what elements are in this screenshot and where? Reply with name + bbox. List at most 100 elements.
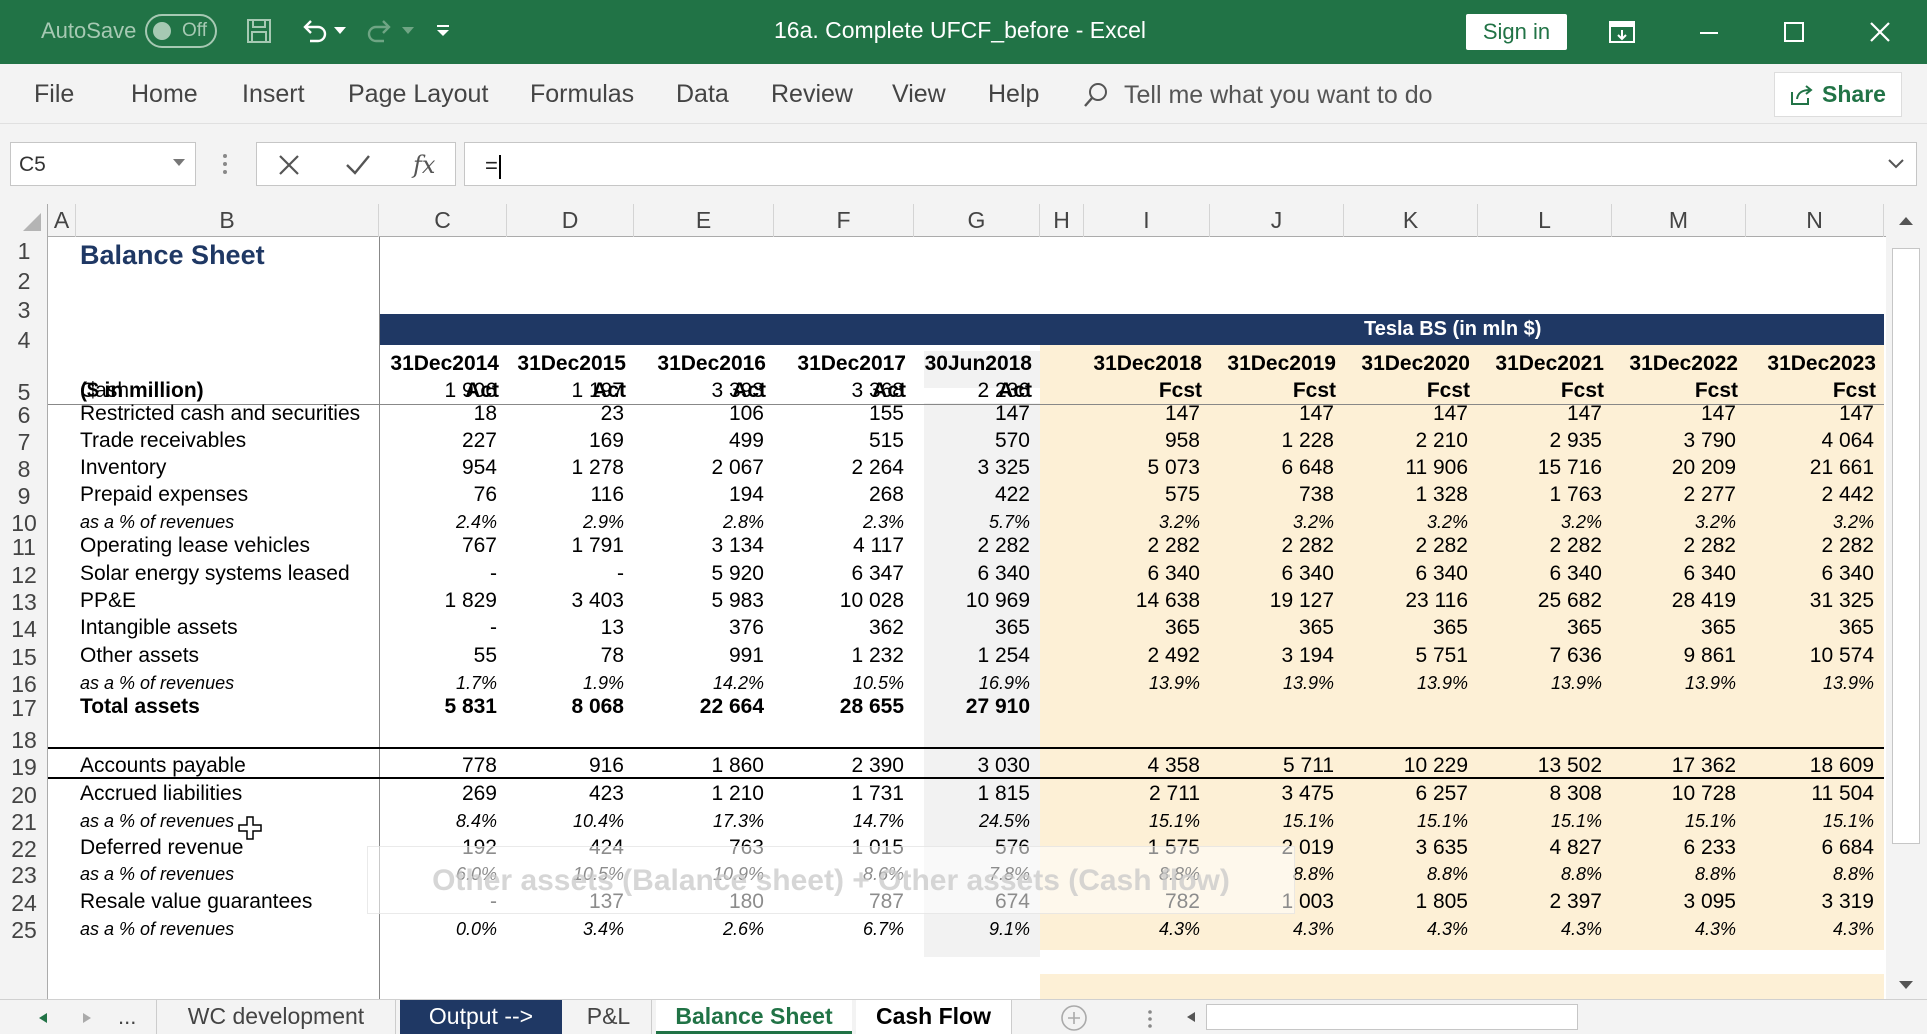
row-label[interactable]: as a % of revenues bbox=[80, 673, 235, 693]
maximize-icon[interactable] bbox=[1774, 13, 1814, 51]
date-header[interactable]: 31Dec2017 bbox=[797, 352, 906, 375]
table-cell[interactable]: 1 278 bbox=[571, 456, 624, 479]
row-header[interactable]: 3 bbox=[17, 297, 31, 323]
table-cell[interactable]: 17 362 bbox=[1671, 754, 1736, 777]
row-label[interactable]: Resale value guarantees bbox=[80, 890, 313, 913]
column-header[interactable]: A bbox=[48, 204, 76, 237]
tab-data[interactable]: Data bbox=[676, 80, 729, 108]
table-cell[interactable]: 2 282 bbox=[1683, 534, 1736, 557]
table-cell[interactable]: 22 664 bbox=[699, 695, 764, 718]
table-cell[interactable]: 2 282 bbox=[1549, 534, 1602, 557]
column-header[interactable]: E bbox=[634, 204, 774, 237]
table-cell[interactable]: 147 bbox=[1566, 402, 1602, 425]
table-cell[interactable]: 10 728 bbox=[1671, 782, 1736, 805]
row-header[interactable]: 7 bbox=[17, 429, 31, 455]
table-cell[interactable]: 2 492 bbox=[1147, 644, 1200, 667]
table-cell[interactable]: 25 682 bbox=[1537, 589, 1602, 612]
table-cell[interactable]: 10 574 bbox=[1809, 644, 1874, 667]
table-cell[interactable]: 1 860 bbox=[711, 754, 764, 777]
table-cell[interactable]: 5 073 bbox=[1147, 456, 1200, 479]
units-label[interactable]: ($ in million) bbox=[80, 379, 204, 402]
row-label[interactable]: as a % of revenues bbox=[80, 512, 235, 532]
table-cell[interactable]: 1 829 bbox=[444, 589, 497, 612]
table-cell[interactable]: 2 390 bbox=[851, 754, 904, 777]
table-cell[interactable]: 570 bbox=[994, 429, 1030, 452]
table-cell[interactable]: 1 763 bbox=[1549, 483, 1602, 506]
table-cell[interactable]: 2 067 bbox=[711, 456, 764, 479]
row-label[interactable]: PP&E bbox=[80, 589, 137, 612]
table-cell[interactable]: 76 bbox=[473, 483, 497, 506]
table-cell[interactable]: 4.3% bbox=[1292, 919, 1334, 939]
close-icon[interactable] bbox=[1860, 13, 1900, 51]
table-cell[interactable]: 1 197 bbox=[571, 379, 624, 402]
table-cell[interactable]: 4 827 bbox=[1549, 836, 1602, 859]
table-cell[interactable]: 13.9% bbox=[1550, 673, 1602, 693]
table-cell[interactable]: 3.2% bbox=[1426, 512, 1468, 532]
table-cell[interactable]: 4 358 bbox=[1147, 754, 1200, 777]
table-cell[interactable]: 2.6% bbox=[722, 919, 764, 939]
row-header[interactable]: 19 bbox=[11, 754, 37, 780]
row-label[interactable]: Total assets bbox=[80, 695, 200, 718]
row-header[interactable]: 25 bbox=[11, 917, 37, 943]
table-cell[interactable]: 6 340 bbox=[1821, 562, 1874, 585]
table-cell[interactable]: 8 068 bbox=[571, 695, 624, 718]
table-cell[interactable]: 1.7% bbox=[455, 673, 497, 693]
table-cell[interactable]: 15.1% bbox=[1148, 811, 1200, 831]
table-cell[interactable]: 423 bbox=[588, 782, 624, 805]
table-cell[interactable]: 362 bbox=[868, 616, 904, 639]
table-cell[interactable]: 147 bbox=[1164, 402, 1200, 425]
row-header[interactable]: 2 bbox=[17, 268, 31, 294]
table-cell[interactable]: 21 661 bbox=[1809, 456, 1874, 479]
date-header[interactable]: 31Dec2015 bbox=[517, 352, 626, 375]
table-cell[interactable]: - bbox=[490, 562, 497, 585]
table-cell[interactable]: 3 095 bbox=[1683, 890, 1736, 913]
table-cell[interactable]: 3 475 bbox=[1281, 782, 1334, 805]
table-cell[interactable]: 2 282 bbox=[1821, 534, 1874, 557]
table-cell[interactable]: 3 368 bbox=[851, 379, 904, 402]
table-cell[interactable]: 3 194 bbox=[1281, 644, 1334, 667]
type-header[interactable]: Fcst bbox=[1560, 379, 1604, 402]
table-cell[interactable]: 6 340 bbox=[977, 562, 1030, 585]
table-cell[interactable]: 24.5% bbox=[978, 811, 1030, 831]
table-cell[interactable]: 13.9% bbox=[1684, 673, 1736, 693]
date-header[interactable]: 30Jun2018 bbox=[924, 352, 1032, 375]
table-cell[interactable]: 738 bbox=[1298, 483, 1334, 506]
table-cell[interactable]: 515 bbox=[868, 429, 904, 452]
type-header[interactable]: Act bbox=[732, 379, 766, 402]
table-cell[interactable]: 3 325 bbox=[977, 456, 1030, 479]
table-cell[interactable]: 23 116 bbox=[1405, 589, 1468, 612]
tab-pl[interactable]: P&L bbox=[566, 1000, 652, 1034]
table-cell[interactable]: 18 bbox=[473, 402, 497, 425]
table-cell[interactable]: 958 bbox=[1164, 429, 1200, 452]
cell-area[interactable]: Tesla BS (in mln $) Balance Sheet ($ in … bbox=[0, 204, 1886, 999]
table-cell[interactable]: 15 716 bbox=[1537, 456, 1602, 479]
table-cell[interactable]: 28 655 bbox=[839, 695, 904, 718]
row-label[interactable]: Deferred revenue bbox=[80, 836, 244, 859]
table-cell[interactable]: 15.1% bbox=[1550, 811, 1602, 831]
table-cell[interactable]: 365 bbox=[994, 616, 1030, 639]
row-label[interactable]: as a % of revenues bbox=[80, 919, 235, 939]
table-cell[interactable]: 6.7% bbox=[862, 919, 904, 939]
table-cell[interactable]: 1 791 bbox=[571, 534, 624, 557]
table-cell[interactable]: 2 711 bbox=[1149, 782, 1200, 805]
table-cell[interactable]: 499 bbox=[728, 429, 764, 452]
column-header[interactable]: M bbox=[1612, 204, 1746, 237]
table-cell[interactable]: 5 983 bbox=[711, 589, 764, 612]
row-header[interactable]: 14 bbox=[11, 616, 37, 642]
table-cell[interactable]: 269 bbox=[461, 782, 497, 805]
table-cell[interactable]: 268 bbox=[868, 483, 904, 506]
table-cell[interactable]: 147 bbox=[1838, 402, 1874, 425]
table-cell[interactable]: 19 127 bbox=[1269, 589, 1334, 612]
table-cell[interactable]: 2.3% bbox=[862, 512, 904, 532]
table-cell[interactable]: 169 bbox=[588, 429, 624, 452]
save-icon[interactable] bbox=[242, 14, 276, 48]
table-cell[interactable]: 10 028 bbox=[839, 589, 904, 612]
table-cell[interactable]: 5.7% bbox=[988, 512, 1030, 532]
formula-input[interactable]: = bbox=[464, 142, 1917, 186]
table-cell[interactable]: 13.9% bbox=[1416, 673, 1468, 693]
table-cell[interactable]: 5 920 bbox=[711, 562, 764, 585]
table-cell[interactable]: 3.2% bbox=[1158, 512, 1200, 532]
tab-split-handle-icon[interactable] bbox=[1146, 1008, 1154, 1030]
table-cell[interactable]: 2 210 bbox=[1415, 429, 1468, 452]
table-cell[interactable]: 15.1% bbox=[1282, 811, 1334, 831]
